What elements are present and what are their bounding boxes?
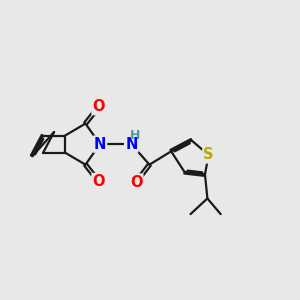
Text: H: H [130,129,140,142]
Text: N: N [125,136,137,152]
Text: O: O [92,174,105,189]
Text: O: O [92,99,105,114]
Text: N: N [94,136,106,152]
Text: O: O [130,175,142,190]
Text: S: S [203,148,214,163]
